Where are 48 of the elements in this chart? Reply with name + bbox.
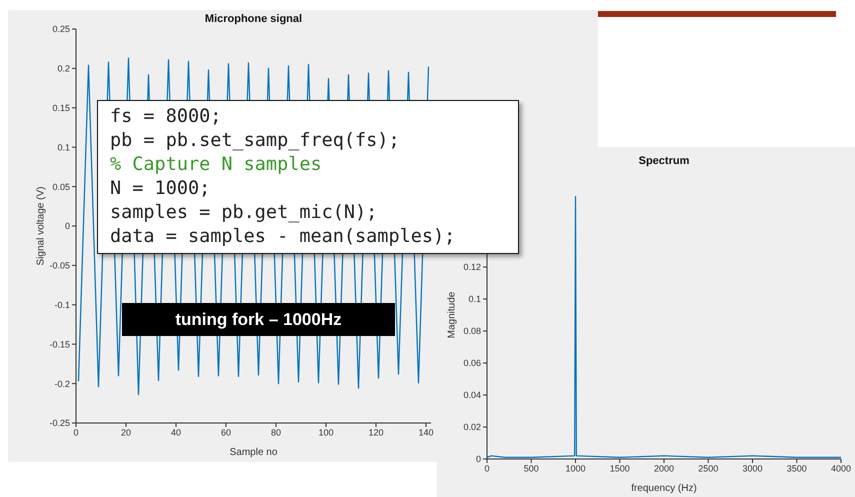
x-tick-label: 0 [73,427,79,438]
annotation: pb = pb.set_samp_freq(fs); [110,129,401,153]
y-tick-label: 0.12 [463,262,481,272]
chart-title: Spectrum [638,155,690,167]
x-tick-label: 500 [524,463,539,474]
x-tick-label: 2500 [698,463,718,474]
y-tick-label: -0.25 [49,418,70,428]
y-tick-label: -0.1 [54,300,70,310]
x-tick-label: 80 [270,427,282,438]
x-tick-label: 100 [318,427,334,438]
x-tick-label: 0 [484,463,490,474]
x-tick-label: 120 [368,427,384,438]
x-axis-title: Sample no [230,447,278,458]
x-tick-label: 20 [120,427,132,438]
y-tick-label: 0.06 [463,358,481,368]
annotation: N = 1000; [110,177,212,201]
x-tick-label: 60 [220,427,232,438]
annotation: fs = 8000; [110,105,222,129]
y-tick-label: -0.2 [54,378,70,389]
x-tick-label: 40 [170,427,182,438]
y-tick-label: 0.1 [57,142,70,152]
x-axis-title: frequency (Hz) [631,483,697,494]
y-tick-label: 0.02 [463,422,481,432]
y-tick-label: 0 [64,221,70,232]
y-tick-label: -0.05 [49,260,70,271]
y-axis-title: Magnitude [446,291,458,338]
x-tick-label: 2000 [654,463,674,474]
caption-box: tuning fork – 1000Hz [122,303,395,336]
x-tick-label: 3500 [786,463,807,474]
annotation: % Capture N samples [110,153,323,177]
x-tick-label: 3000 [742,463,763,474]
annotation: samples = pb.get_mic(N); [110,201,378,225]
y-tick-label: 0.15 [52,102,70,113]
x-tick-label: 1000 [565,463,586,474]
y-tick-label: 0.08 [463,326,481,336]
y-tick-label: 0.2 [57,64,70,74]
chart-title: Microphone signal [204,13,304,25]
y-tick-label: -0.15 [49,339,70,350]
y-axis-title: Signal voltage (V) [36,186,47,266]
annotation: data = samples - mean(samples); [110,225,456,249]
y-tick-label: 0.05 [52,182,70,192]
x-tick-label: 4000 [830,463,852,474]
y-tick-label: 0 [476,454,481,464]
y-tick-label: 0.1 [468,294,481,304]
y-tick-label: 0.25 [52,24,70,34]
y-tick-label: 0.04 [463,390,481,400]
x-tick-label: 1500 [610,463,630,474]
x-tick-label: 140 [418,427,434,438]
